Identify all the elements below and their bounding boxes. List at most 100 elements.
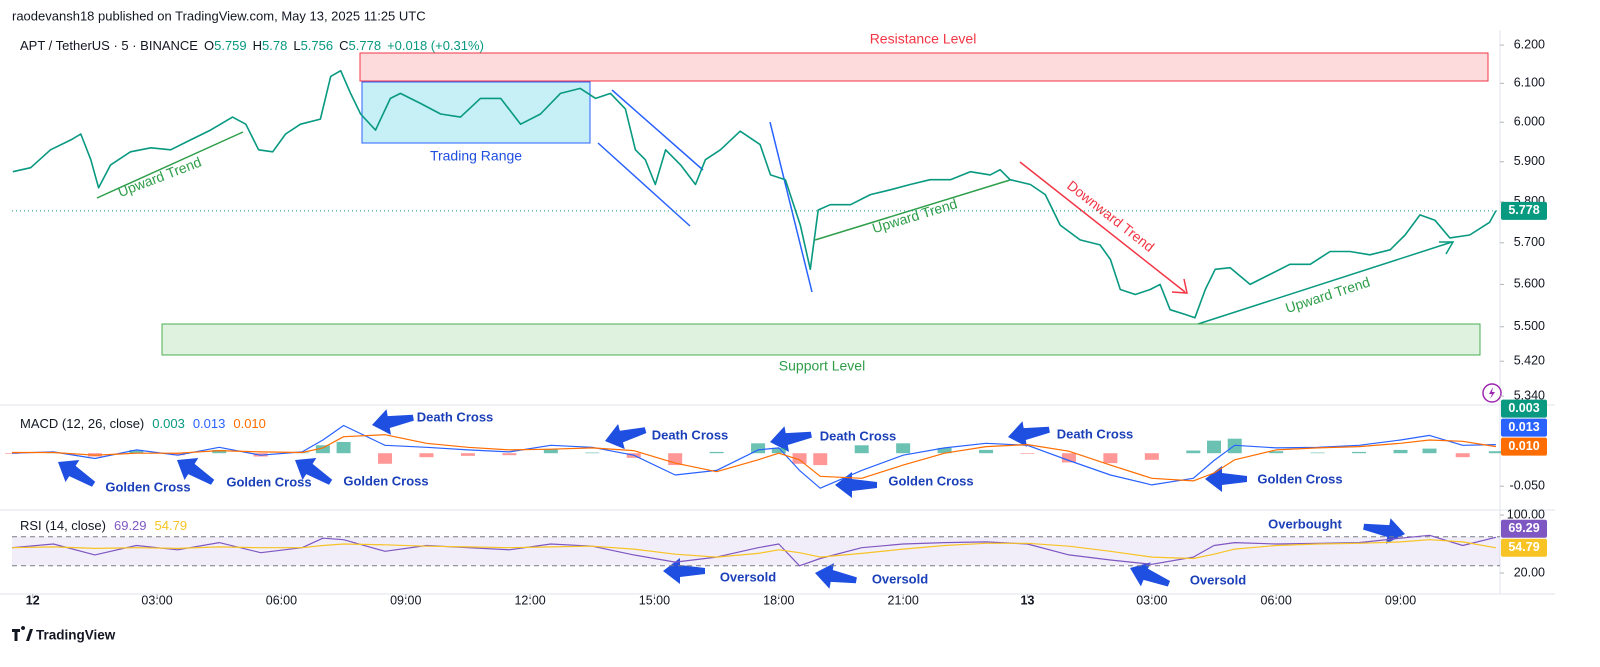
last-value-label: 0.003 <box>1508 401 1539 415</box>
series-line <box>12 434 1496 482</box>
x-tick-label: 18:00 <box>763 593 794 607</box>
symbol-legend: APT / TetherUS · 5 · BINANCE O5.759 H5.78 L… <box>20 38 484 53</box>
histogram-bar <box>979 449 994 454</box>
legend-value: 5.78 <box>262 38 287 53</box>
y-tick-label: 6.100 <box>1514 76 1545 90</box>
support-zone <box>161 323 1481 356</box>
histogram-bar <box>585 452 600 454</box>
histogram-bar <box>419 453 434 458</box>
legend-value: 5.778 <box>349 38 382 53</box>
histogram-bar <box>1020 453 1035 454</box>
x-tick-label: 15:00 <box>639 593 670 607</box>
indicator-value: 0.013 <box>193 416 226 431</box>
histogram-bar <box>129 449 144 454</box>
logo-text: TradingView <box>36 628 116 643</box>
y-tick-label: 5.600 <box>1514 277 1545 291</box>
trend-line <box>1197 241 1453 325</box>
last-value-badge <box>1501 418 1547 437</box>
symbol: APT / TetherUS · 5 · BINANCE <box>20 38 198 53</box>
x-tick-label: 03:00 <box>141 593 172 607</box>
histogram-bar <box>937 447 952 454</box>
legend-label: O <box>204 38 214 53</box>
x-tick-label: 21:00 <box>888 593 919 607</box>
last-value-badge <box>1501 437 1547 456</box>
y-tick-label: 20.00 <box>1514 565 1545 579</box>
histogram-bar <box>1186 450 1201 454</box>
annotation: Oversold <box>720 569 776 584</box>
histogram-bar <box>1422 448 1437 454</box>
histogram-bar <box>854 445 869 454</box>
histogram-bar <box>1393 449 1408 454</box>
trend-line <box>814 179 1011 241</box>
annotation: Golden Cross <box>343 473 428 488</box>
histogram-bar <box>709 451 724 454</box>
x-tick-label: 06:00 <box>1261 593 1292 607</box>
annotation: Golden Cross <box>226 474 311 489</box>
histogram-bar <box>5 453 19 454</box>
y-tick-label: 5.420 <box>1514 354 1545 368</box>
histogram-bar <box>1061 453 1076 463</box>
histogram-bar <box>1269 451 1284 454</box>
y-tick-label: 5.500 <box>1514 319 1545 333</box>
histogram-bar <box>751 443 766 454</box>
annotation: Resistance Level <box>870 31 977 47</box>
histogram-bar <box>170 453 185 456</box>
annotation: Death Cross <box>417 409 494 424</box>
series-line <box>11 424 1496 489</box>
histogram-bar <box>668 453 683 466</box>
y-tick-label: 6.000 <box>1514 115 1545 129</box>
histogram-bar <box>1488 451 1503 454</box>
annotation: Overbought <box>1268 516 1342 531</box>
histogram-bar <box>1310 452 1325 454</box>
last-value-label: 54.79 <box>1508 540 1539 554</box>
x-tick-label: 03:00 <box>1136 593 1167 607</box>
indicator-legend: MACD (12, 26, close) 0.003 0.013 0.010 <box>20 416 266 431</box>
trend-line <box>96 131 244 199</box>
y-tick-label: 5.900 <box>1514 154 1545 168</box>
indicator-value: 0.003 <box>152 416 185 431</box>
legend-label: C <box>339 38 348 53</box>
y-tick-label: 5.340 <box>1514 388 1545 402</box>
last-value-badge <box>1501 519 1547 538</box>
histogram-bar <box>212 449 227 454</box>
indicator-title: RSI (14, close) <box>20 518 106 533</box>
annotation: Golden Cross <box>105 479 190 494</box>
series-line <box>12 69 1497 319</box>
histogram-bar <box>378 453 393 464</box>
series-line <box>11 534 1497 567</box>
x-tick-label: 13 <box>1021 593 1035 607</box>
histogram-bar <box>502 453 517 456</box>
annotation: Golden Cross <box>1257 471 1342 486</box>
x-tick-label: 09:00 <box>390 593 421 607</box>
x-tick-label: 09:00 <box>1385 593 1416 607</box>
legend-value: 5.759 <box>214 38 247 53</box>
x-tick-label: 12 <box>26 593 40 607</box>
legend-label: L <box>293 38 300 53</box>
histogram-bar <box>896 443 911 454</box>
last-value-label: 69.29 <box>1508 521 1539 535</box>
y-tick-label: 6.200 <box>1514 37 1545 51</box>
histogram-bar <box>1103 453 1118 464</box>
indicator-value: 54.79 <box>155 518 188 533</box>
last-value-label: 5.778 <box>1508 203 1539 217</box>
histogram-bar <box>460 453 475 456</box>
histogram-bar <box>813 453 828 466</box>
annotation: Oversold <box>872 571 928 586</box>
alert-icon-bolt <box>1489 387 1495 399</box>
band-fill <box>12 536 1500 566</box>
channel-line <box>769 121 813 293</box>
histogram-bar <box>1352 451 1367 454</box>
annotation: Death Cross <box>652 427 729 442</box>
histogram-bar <box>336 441 351 454</box>
legend-value: 5.756 <box>301 38 334 53</box>
indicator-title: MACD (12, 26, close) <box>20 416 144 431</box>
trading-range-box <box>361 81 591 144</box>
histogram-bar <box>771 447 786 454</box>
channel-line <box>611 89 704 171</box>
indicator-legend: RSI (14, close) 69.29 54.79 <box>20 518 187 533</box>
annotation: Death Cross <box>1057 426 1134 441</box>
last-value-badge <box>1501 538 1547 557</box>
annotation: Death Cross <box>820 428 897 443</box>
